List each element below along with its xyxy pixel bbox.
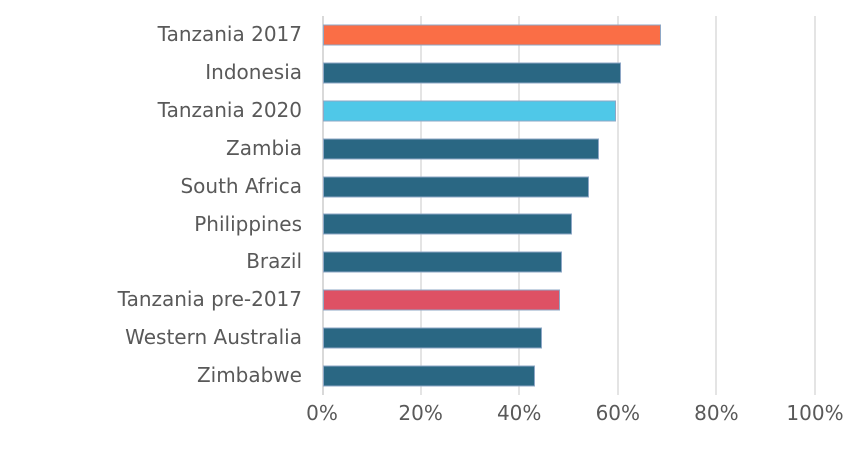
bar: [323, 176, 590, 198]
bar: [323, 62, 622, 84]
category-label: Zimbabwe: [196, 363, 302, 388]
bar-row: [322, 16, 815, 54]
tick-label: 60%: [595, 401, 641, 425]
bar-row: [322, 130, 815, 168]
bar-row: [322, 357, 815, 395]
bar-row: [322, 92, 815, 130]
category-label: Brazil: [246, 249, 302, 274]
tick-label: 20%: [398, 401, 443, 425]
value-axis-tick-labels: 0% 20% 40% 60% 80% 100%: [0, 401, 852, 441]
bar: [323, 213, 572, 235]
bar-row: [322, 168, 815, 206]
bar: [323, 289, 560, 311]
category-label: Western Australia: [125, 325, 302, 350]
tick-label: 40%: [496, 401, 542, 425]
gridline: [419, 16, 422, 395]
gridline: [616, 16, 619, 395]
tick-label: 0%: [306, 401, 338, 425]
gridline: [518, 16, 521, 395]
bar: [323, 365, 535, 387]
bar: [323, 251, 563, 273]
bar: [323, 138, 600, 160]
bar: [323, 24, 661, 46]
category-label: Tanzania 2020: [157, 97, 302, 122]
category-label: Tanzania 2017: [157, 22, 302, 46]
category-label: Philippines: [194, 211, 302, 236]
bars: [322, 16, 815, 395]
gridline: [814, 16, 816, 395]
tick-label: 100%: [786, 401, 844, 425]
value-axis-line: [322, 16, 324, 395]
bar: [323, 100, 617, 122]
category-label: South Africa: [180, 173, 302, 198]
category-label: Indonesia: [205, 59, 302, 84]
bar-row: [322, 281, 815, 319]
bar-row: [322, 54, 815, 92]
plot-area: [322, 16, 816, 395]
bar-row: [322, 243, 815, 281]
category-label: Tanzania pre-2017: [117, 287, 302, 312]
bar-row: [322, 206, 815, 244]
category-axis-labels: Tanzania 2017 Indonesia Tanzania 2020 Zambi…: [0, 16, 312, 395]
category-label: Zambia: [226, 135, 302, 160]
bar: [323, 327, 543, 349]
bar-row: [322, 319, 815, 357]
gridline: [715, 16, 718, 395]
tick-label: 80%: [694, 401, 739, 425]
